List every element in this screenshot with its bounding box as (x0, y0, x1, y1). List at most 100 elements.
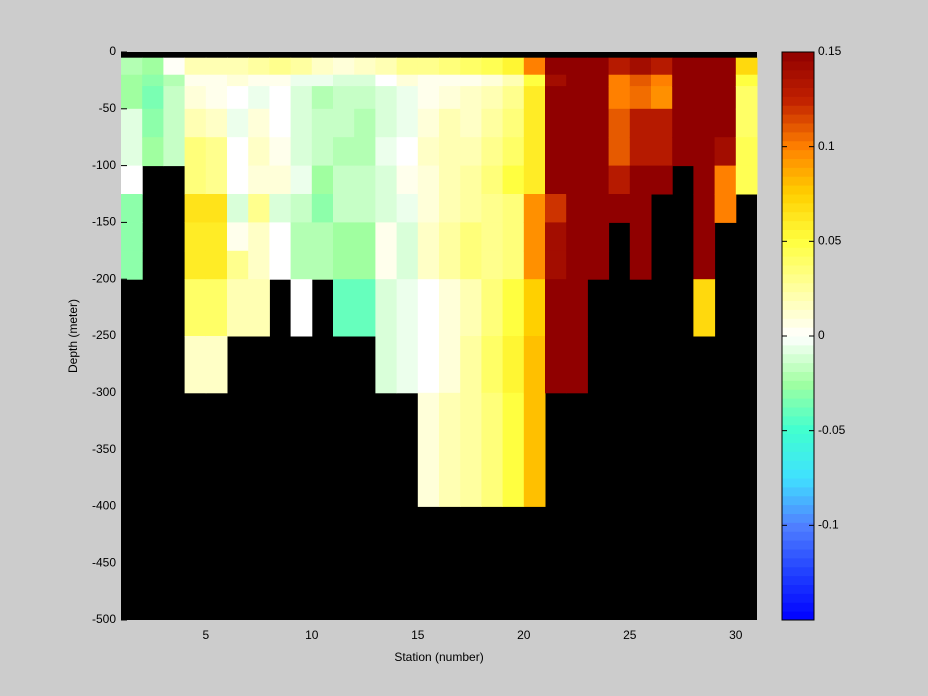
heatmap-cell (375, 336, 398, 394)
heatmap-cell (417, 137, 440, 167)
heatmap-cell (651, 108, 673, 138)
colorbar-step (782, 442, 814, 452)
heatmap-cell (184, 74, 207, 87)
heatmap-cell (523, 250, 546, 280)
heatmap-cell (227, 194, 249, 223)
heatmap-cell (163, 74, 186, 87)
heatmap-cell (735, 86, 758, 110)
heatmap-cell (672, 137, 694, 167)
heatmap-cell (566, 222, 588, 252)
heatmap-cell (121, 86, 143, 110)
colorbar-step (782, 486, 814, 497)
heatmap-cell (439, 250, 461, 280)
x-tick-label: 25 (623, 628, 637, 642)
heatmap-cell (481, 250, 504, 280)
heatmap-cell (481, 57, 504, 76)
heatmap-cell (269, 108, 292, 138)
heatmap-cell (311, 194, 334, 223)
heatmap-cell (629, 137, 652, 167)
heatmap-cell (693, 279, 716, 337)
colorbar-tick-label: 0 (818, 328, 825, 342)
heatmap-cell (502, 279, 525, 337)
heatmap-cell (523, 194, 546, 223)
heatmap-cell (566, 57, 588, 76)
heatmap-cell (163, 57, 186, 76)
heatmap-cell (566, 336, 588, 394)
heatmap-cell (523, 86, 546, 110)
heatmap-cell (439, 336, 461, 394)
heatmap-cell (269, 250, 292, 280)
heatmap-cell (481, 336, 504, 394)
heatmap-cell (396, 222, 419, 252)
heatmap-cell (375, 137, 398, 167)
colorbar-step (782, 531, 814, 541)
heatmap-cell (184, 137, 207, 167)
heatmap-cell (248, 86, 270, 110)
colorbar-step (782, 52, 814, 62)
heatmap-cell (439, 137, 461, 167)
colorbar-step (782, 344, 814, 355)
heatmap-cell (354, 108, 376, 138)
y-tick-label: 0 (109, 44, 116, 58)
heatmap-cell (205, 279, 228, 337)
heatmap-cell (460, 86, 482, 110)
colorbar-step (782, 611, 814, 621)
heatmap-cell (227, 86, 249, 110)
heatmap-cell (333, 86, 355, 110)
heatmap-cell (651, 137, 673, 167)
colorbar-step (782, 211, 814, 222)
heatmap-cell (205, 165, 228, 195)
heatmap-cell (121, 137, 143, 167)
heatmap-cell (142, 57, 164, 76)
y-tick-label: -400 (92, 499, 116, 513)
heatmap-cell (311, 108, 334, 138)
heatmap-cell (693, 250, 716, 280)
heatmap-cell (290, 108, 313, 138)
colorbar-step (782, 123, 814, 133)
heatmap-cell (460, 279, 482, 337)
colorbar-step (782, 336, 814, 346)
heatmap-cell (566, 137, 588, 167)
heatmap-cell (269, 137, 292, 167)
colorbar-step (782, 273, 814, 284)
heatmap-cell (460, 392, 482, 507)
y-tick-label: -500 (92, 612, 116, 626)
colorbar-step (782, 114, 814, 124)
heatmap-cell (396, 279, 419, 337)
heatmap-cell (205, 86, 228, 110)
x-tick-label: 20 (517, 628, 531, 642)
heatmap-cell (735, 57, 758, 76)
heatmap-cell (608, 194, 631, 223)
heatmap-cell (375, 74, 398, 87)
colorbar-step (782, 353, 814, 364)
heatmap-cell (269, 86, 292, 110)
heatmap-cell (523, 392, 546, 507)
heatmap-cell (502, 250, 525, 280)
heatmap-cell (460, 222, 482, 252)
heatmap-cell (629, 86, 652, 110)
heatmap-cell (735, 108, 758, 138)
heatmap-cell (502, 392, 525, 507)
heatmap-cell (269, 222, 292, 252)
heatmap-cell (333, 250, 355, 280)
x-axis-label: Station (number) (394, 650, 483, 664)
colorbar-step (782, 131, 814, 142)
heatmap-cell (184, 165, 207, 195)
heatmap-cell (629, 194, 652, 223)
x-tick-label: 30 (729, 628, 743, 642)
heatmap-cell (545, 137, 567, 167)
heatmap-cell (523, 336, 546, 394)
heatmap-cell (481, 137, 504, 167)
colorbar-step (782, 265, 814, 275)
heatmap-cell (290, 86, 313, 110)
heatmap-cell (481, 392, 504, 507)
heatmap-cell (205, 222, 228, 252)
colorbar-step (782, 176, 814, 186)
heatmap-cell (375, 250, 398, 280)
heatmap-cell (354, 194, 376, 223)
colorbar-step (782, 300, 814, 310)
colorbar-step (782, 309, 814, 319)
heatmap-cell (333, 279, 355, 337)
heatmap-cell (205, 57, 228, 76)
heatmap-cell (375, 57, 398, 76)
